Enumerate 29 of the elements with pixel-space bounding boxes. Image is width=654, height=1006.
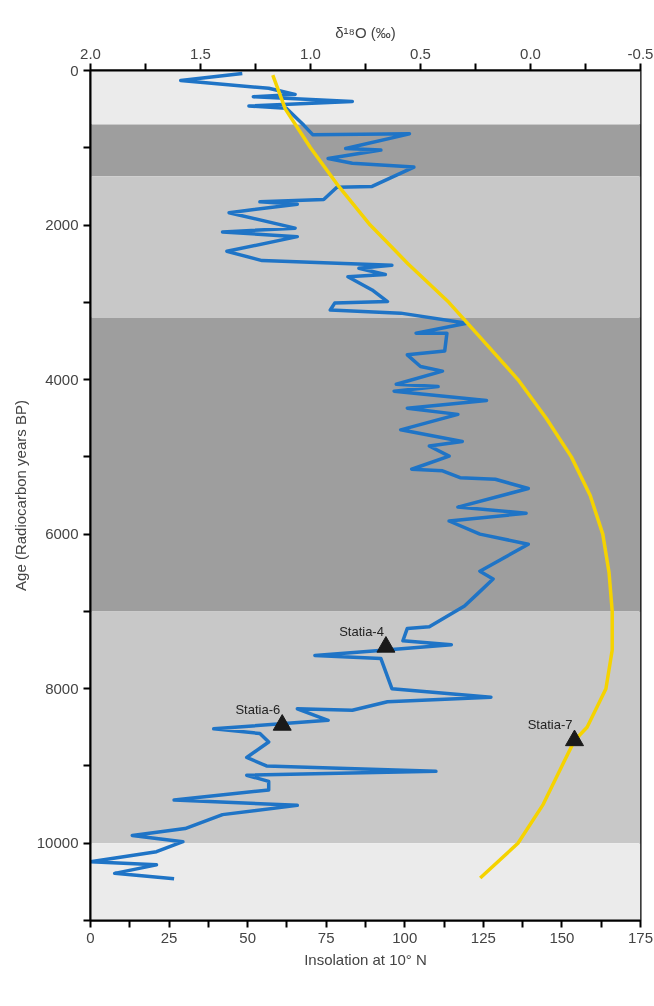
annotation: Statia-6 (235, 702, 281, 717)
x2-tick-label: 2.0 (80, 44, 101, 62)
x-tick-label: 125 (470, 928, 496, 946)
x-tick-label: 175 (627, 928, 654, 946)
y-tick-label: 8000 (45, 679, 79, 697)
point (376, 636, 396, 653)
y-tick-label: 4000 (45, 370, 79, 388)
annotation: Statia-4 (339, 623, 384, 639)
x-tick-label: 50 (239, 928, 256, 946)
y-axis-title: Age (Radiocarbon years BP) (11, 400, 29, 591)
x2-tick-label: 0.0 (520, 44, 541, 62)
point (565, 729, 584, 747)
x-tick-label: 100 (392, 928, 418, 946)
y-tick-label: 0 (70, 61, 79, 79)
y-tick-label: 2000 (45, 216, 79, 234)
annotation: Statia-7 (527, 717, 573, 733)
x2-tick-label: 0.5 (410, 44, 431, 62)
x2-axis-title: δ¹⁸O (‰) (335, 23, 396, 41)
x-tick-label: 150 (549, 928, 575, 946)
x2-tick-label: 1.5 (190, 44, 211, 62)
point (272, 714, 292, 731)
y-tick-label: 6000 (45, 525, 79, 543)
x-tick-label: 25 (160, 928, 178, 946)
x-axis-title: Insolation at 10° N (304, 950, 427, 968)
x2-tick-label: 1.0 (300, 44, 321, 62)
x-tick-label: 0 (86, 928, 95, 946)
x2-tick-label: -0.5 (627, 44, 654, 62)
y-tick-label: 10000 (36, 834, 79, 852)
x-tick-label: 75 (317, 928, 335, 946)
